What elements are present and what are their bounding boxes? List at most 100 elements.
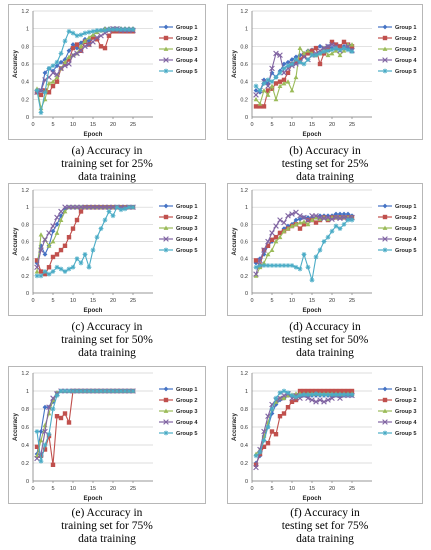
chart-b-point — [337, 47, 343, 53]
chart-c-point — [90, 247, 96, 253]
chart-c-ytick-label: 0.8 — [21, 222, 29, 228]
chart-d-point — [281, 263, 287, 268]
chart-c-point — [78, 260, 84, 266]
chart-c-point — [110, 213, 116, 219]
chart-e-point — [46, 431, 52, 437]
chart-f-point — [301, 388, 307, 394]
chart-f-point — [333, 388, 339, 394]
chart-e-point — [106, 388, 112, 394]
chart-f-xtick-label: 10 — [289, 486, 295, 492]
chart-d-point — [261, 263, 267, 268]
chart-e-legend-marker — [163, 397, 169, 403]
chart-a-legend-label: Group 4 — [176, 58, 198, 64]
chart-frame-b: 0 0.2 0.4 0.6 0.8 1 1.2 0 5 10 15 20 25 Epoch Accuracy… — [227, 4, 423, 140]
chart-a-point — [102, 45, 108, 51]
chart-d-point — [281, 219, 287, 226]
chart-d-xtick-label: 20 — [329, 298, 335, 304]
caption-f: (f) Accuracy in testing set for 75% data… — [227, 507, 423, 546]
chart-c-xtick-label: 25 — [130, 298, 136, 304]
chart-d-ytick-label: 0.2 — [240, 274, 248, 280]
chart-a-point — [54, 59, 60, 65]
chart-e-xtick-label: 0 — [31, 486, 34, 492]
chart-f-series-line-2 — [255, 390, 352, 465]
chart-d-point — [313, 212, 319, 219]
chart-frame-a: 0 0.2 0.4 0.6 0.8 1 1.2 0 5 10 15 20 25 Epoch Accuracy… — [8, 4, 206, 140]
chart-d-legend-label: Group 4 — [395, 237, 417, 243]
chart-b-point — [317, 51, 323, 56]
chart-c-ylabel: Accuracy — [12, 227, 19, 255]
chart-a-point — [94, 28, 100, 33]
chart-f-legend-label: Group 5 — [395, 431, 416, 437]
chart-b-point — [313, 52, 319, 58]
chart-c-point — [114, 204, 120, 210]
chart-e-point — [50, 406, 56, 412]
chart-e-xtick-label: 10 — [70, 486, 76, 492]
chart-d-legend-marker — [382, 214, 388, 220]
chart-f-point — [317, 388, 323, 394]
chart-a-point — [82, 30, 88, 36]
chart-d-point — [337, 215, 343, 222]
chart-b-point — [341, 45, 347, 51]
chart-b-point — [261, 81, 267, 86]
chart-f: 0 0.2 0.4 0.6 0.8 1 1.2 0 5 10 15 20 25 Epoch Accuracy… — [231, 371, 417, 502]
chart-c-point — [102, 217, 108, 223]
chart-f-point — [265, 424, 271, 430]
chart-a-point — [74, 50, 80, 57]
chart-b-point — [277, 70, 283, 76]
chart-c-point — [70, 226, 76, 231]
chart-f-point — [337, 388, 343, 394]
chart-c-point — [86, 204, 92, 210]
chart-a-legend-marker — [163, 46, 169, 51]
chart-b-point — [277, 83, 283, 89]
chart-a-point — [98, 44, 104, 49]
chart-e-xtick-label: 5 — [51, 486, 54, 492]
chart-c-point — [62, 209, 68, 214]
chart-c-xtick-label: 10 — [70, 298, 76, 304]
chart-c-point — [94, 234, 100, 240]
chart-c-point — [62, 243, 68, 248]
chart-f-point — [253, 462, 259, 467]
chart-e-point — [102, 388, 108, 394]
chart-f-point — [285, 393, 291, 398]
chart-c-xtick-label: 20 — [110, 298, 116, 304]
chart-e-point — [90, 388, 96, 394]
chart-f-point — [321, 388, 327, 394]
chart-a-point — [106, 27, 112, 32]
chart-f-point — [317, 392, 323, 397]
chart-a-point — [130, 27, 136, 32]
chart-e-legend-marker — [163, 386, 169, 392]
chart-e-point — [62, 388, 68, 394]
chart-a-point — [110, 27, 116, 32]
chart-d-point — [269, 230, 275, 236]
caption-a: (a) Accuracy in training set for 25% dat… — [8, 145, 206, 184]
chart-b-legend-label: Group 5 — [395, 69, 416, 75]
chart-a-point — [62, 38, 68, 44]
chart-a-point — [54, 74, 60, 80]
chart-b-point — [297, 59, 303, 65]
chart-d-point — [273, 235, 279, 240]
chart-e-ytick-label: 0.4 — [21, 443, 29, 449]
caption-e: (e) Accuracy in training set for 75% dat… — [8, 507, 206, 546]
chart-d-point — [289, 223, 295, 228]
chart-d-point — [349, 217, 355, 223]
chart-d-ytick-label: 0 — [245, 291, 248, 297]
chart-f-point — [341, 392, 347, 397]
chart-b-point — [253, 104, 259, 109]
chart-d-ytick-label: 0.6 — [240, 240, 248, 246]
chart-frame-f: 0 0.2 0.4 0.6 0.8 1 1.2 0 5 10 15 20 25 Epoch Accuracy… — [227, 366, 423, 504]
chart-b: 0 0.2 0.4 0.6 0.8 1 1.2 0 5 10 15 20 25 Epoch Accuracy… — [231, 9, 417, 138]
chart-a-ytick-label: 0.2 — [21, 97, 29, 103]
chart-a-point — [38, 92, 44, 98]
chart-b-point — [265, 83, 271, 89]
chart-a-ytick-label: 0.8 — [21, 44, 29, 50]
chart-d-point — [337, 226, 343, 232]
chart-d-point — [325, 234, 331, 240]
chart-b-legend-label: Group 1 — [395, 25, 416, 31]
chart-a-point — [78, 47, 84, 54]
chart-c-point — [50, 223, 56, 229]
chart-c-legend-label: Group 4 — [176, 237, 198, 243]
chart-d-point — [277, 217, 283, 223]
chart-b-point — [265, 92, 271, 97]
chart-f-point — [281, 395, 287, 401]
chart-f-point — [321, 399, 327, 405]
